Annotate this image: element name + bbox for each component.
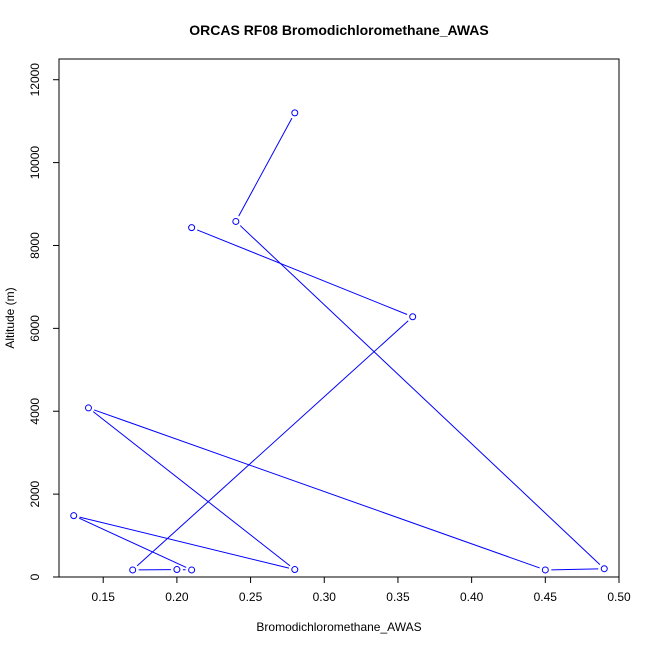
y-tick-label: 0 [28, 573, 42, 580]
chart-title: ORCAS RF08 Bromodichloromethane_AWAS [189, 22, 489, 38]
series-line-segment [78, 517, 187, 568]
series-layer [70, 109, 608, 574]
data-point [291, 109, 299, 117]
series-line-segment [551, 568, 599, 571]
x-tick-label: 0.15 [92, 590, 116, 604]
x-axis: 0.15 0.20 0.25 0.30 0.35 0.40 0.45 0.50 [92, 576, 631, 604]
data-point [129, 566, 137, 574]
data-point [600, 565, 608, 573]
data-point [291, 566, 299, 574]
x-tick-label: 0.50 [607, 590, 631, 604]
data-point [84, 404, 92, 412]
x-tick-label: 0.20 [165, 590, 189, 604]
y-tick-label: 12000 [28, 63, 42, 97]
x-tick-label: 0.30 [313, 590, 337, 604]
x-tick-label: 0.25 [239, 590, 263, 604]
data-point [188, 566, 196, 574]
series-line-segment [93, 409, 540, 569]
x-axis-label: Bromodichloromethane_AWAS [256, 620, 421, 634]
series-line-segment [92, 411, 291, 567]
data-point [232, 217, 240, 225]
y-tick-label: 8000 [28, 232, 42, 259]
series-line-segment [136, 320, 409, 567]
y-tick-label: 2000 [28, 480, 42, 507]
x-tick-label: 0.35 [386, 590, 410, 604]
y-tick-label: 10000 [28, 146, 42, 180]
x-tick-label: 0.40 [460, 590, 484, 604]
series-line-segment [79, 516, 290, 569]
y-tick-label: 6000 [28, 315, 42, 342]
series-line-segment [197, 229, 408, 315]
x-tick-label: 0.45 [534, 590, 558, 604]
y-tick-label: 4000 [28, 398, 42, 425]
series-line-segment [239, 225, 601, 565]
data-point [188, 224, 196, 232]
data-point [70, 512, 78, 520]
data-point [173, 566, 181, 574]
data-point [409, 313, 417, 321]
series-line-segment [238, 117, 293, 217]
y-axis-label: Altitude (m) [3, 287, 17, 348]
data-point [541, 566, 549, 574]
y-axis: 0 2000 4000 6000 8000 10000 12000 [28, 63, 60, 580]
